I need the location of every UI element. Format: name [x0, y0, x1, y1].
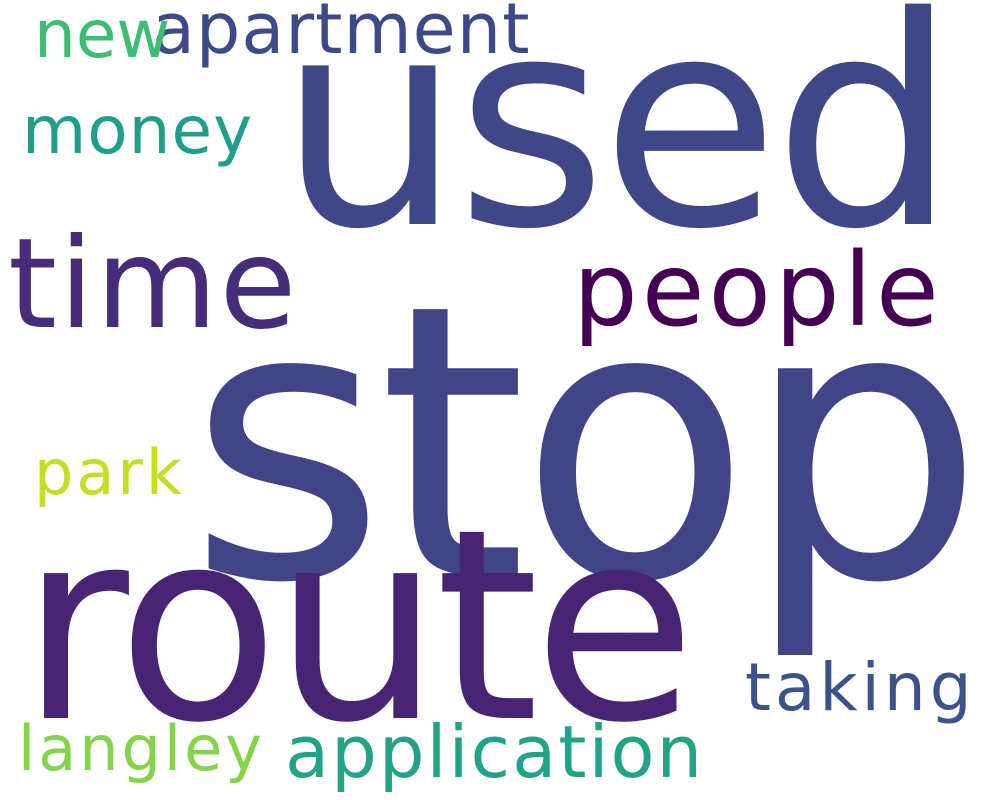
word-apartment: apartment [152, 0, 531, 70]
word-route: route [20, 473, 696, 781]
word-stop: stop [188, 223, 985, 666]
word-used: used [278, 0, 957, 293]
word-new: new [34, 0, 171, 73]
word-application: application [285, 710, 705, 794]
word-people: people [573, 231, 943, 350]
word-park: park [34, 436, 185, 509]
word-langley: langley [18, 712, 265, 785]
word-time: time [8, 212, 299, 357]
word-taking: taking [745, 649, 976, 726]
word-money: money [22, 92, 254, 169]
